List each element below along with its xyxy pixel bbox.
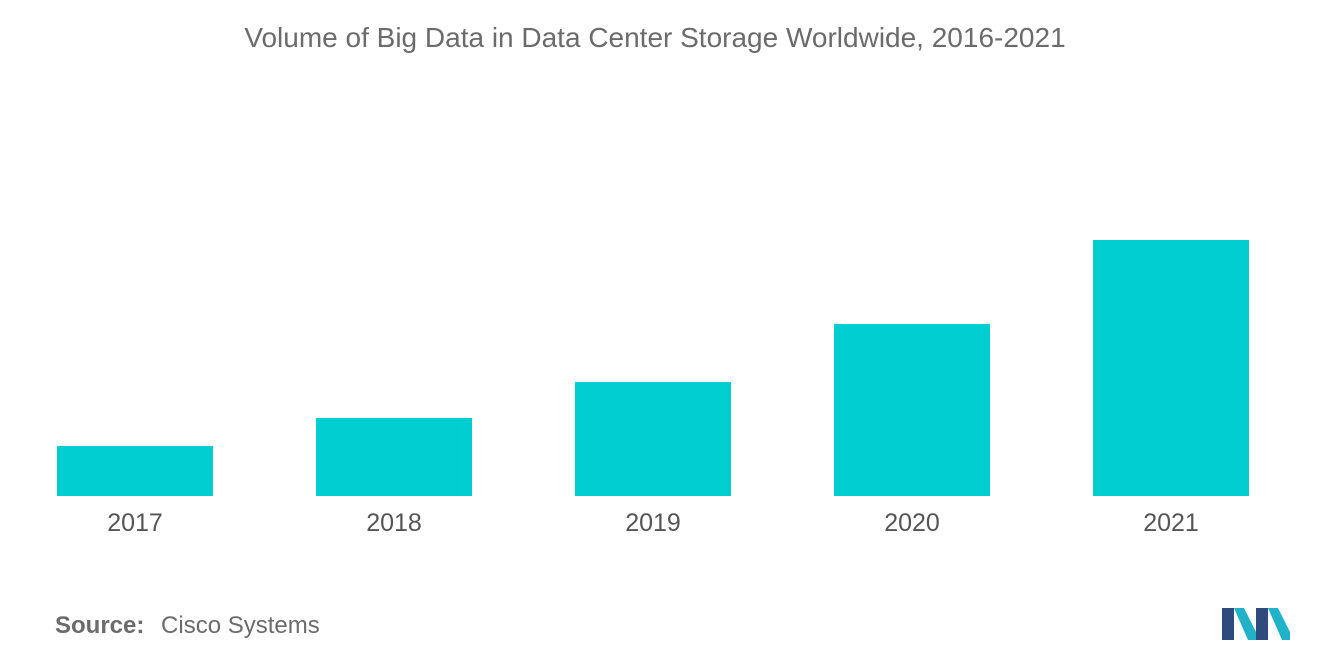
bar-2019 [575, 382, 731, 496]
chart-title: Volume of Big Data in Data Center Storag… [244, 22, 1066, 53]
company-logo-icon [1222, 608, 1290, 640]
x-tick-label: 2017 [107, 509, 163, 537]
bar-2017 [57, 446, 213, 496]
bar-2020 [834, 324, 990, 496]
bar-chart: 2017 2018 2019 2020 2021 [57, 240, 1249, 537]
bar-2018 [316, 418, 472, 496]
x-tick-label: 2019 [625, 509, 681, 537]
source-line: Source: Cisco Systems [55, 612, 320, 640]
source-label: Source: [55, 612, 145, 639]
source-value: Cisco Systems [161, 612, 320, 639]
x-tick-label: 2020 [884, 509, 940, 537]
x-tick-label: 2018 [366, 509, 422, 537]
bar-2021 [1093, 240, 1249, 496]
x-tick-label: 2021 [1143, 509, 1199, 537]
